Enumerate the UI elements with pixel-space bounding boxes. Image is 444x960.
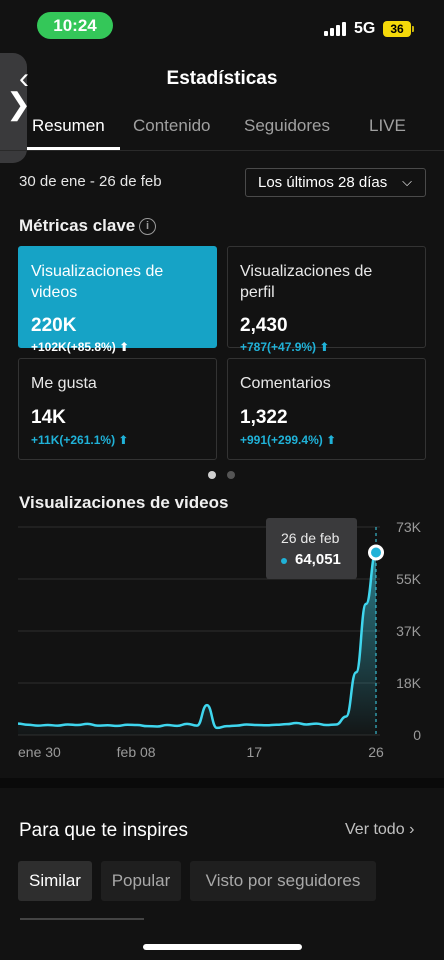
side-expand-tab[interactable]: ❯ (0, 53, 31, 163)
metric-value: 2,430 (240, 315, 288, 336)
metric-value: 1,322 (240, 407, 288, 428)
analytics-tabs: Resumen Contenido Seguidores LIVE (0, 114, 444, 150)
metric-change: +787(+47.9%) ⬆ (240, 340, 330, 354)
metric-label: Visualizaciones de videos (31, 263, 164, 301)
network-label: 5G (354, 20, 376, 37)
status-time: 10:24 (37, 12, 113, 39)
period-dropdown[interactable]: Los últimos 28 días ⌵ (245, 168, 426, 197)
chip-similar[interactable]: Similar (18, 861, 92, 901)
tooltip-date: 26 de feb (281, 530, 340, 546)
metric-change: +991(+299.4%) ⬆ (240, 433, 337, 447)
status-bar: 10:24 5G 36 (0, 0, 444, 50)
active-tab-indicator (27, 147, 120, 150)
tooltip-value: 64,051 (295, 551, 341, 568)
y-tick-label: 37K (396, 623, 422, 639)
home-indicator[interactable] (143, 944, 302, 950)
metric-change: +102K(+85.8%) ⬆ (31, 340, 130, 354)
tab-seguidores[interactable]: Seguidores (244, 116, 331, 135)
pager-dot-active (208, 471, 216, 479)
chart-tooltip: 26 de feb 64,051 (266, 518, 357, 579)
content-preview-edge (20, 918, 144, 920)
inspire-title: Para que te inspires (19, 820, 188, 841)
tabs-divider (0, 150, 444, 151)
info-icon[interactable]: i (139, 218, 156, 235)
x-tick-label: ene 30 (18, 744, 61, 760)
metric-card-profile-views[interactable]: Visualizaciones de perfil 2,430 +787(+47.… (227, 246, 426, 354)
tab-resumen[interactable]: Resumen (32, 116, 105, 135)
metric-change: +11K(+261.1%) ⬆ (31, 433, 129, 447)
metric-value: 14K (31, 407, 66, 428)
y-tick-label: 55K (396, 571, 422, 587)
metric-value: 220K (31, 315, 77, 336)
chart-title: Visualizaciones de videos (19, 493, 229, 512)
x-tick-label: feb 08 (117, 744, 156, 760)
arrow-up-icon: ⬆ (326, 433, 337, 447)
pager-dot (227, 471, 235, 479)
metric-card-video-views[interactable]: Visualizaciones de videos 220K +102K(+85.… (18, 246, 217, 354)
section-divider (0, 778, 444, 788)
arrow-up-icon: ⬆ (119, 340, 130, 354)
x-tick-label: 26 (368, 744, 384, 760)
chip-visto-por-seguidores[interactable]: Visto por seguidores (190, 861, 376, 901)
metric-label: Comentarios (240, 375, 331, 392)
x-tick-label: 17 (246, 744, 262, 760)
signal-icon (324, 22, 348, 36)
see-all-link[interactable]: Ver todo › (345, 821, 415, 838)
tooltip-dot (281, 558, 287, 564)
chip-popular[interactable]: Popular (101, 861, 181, 901)
y-tick-label: 73K (396, 519, 422, 535)
chevron-right-icon: ❯ (6, 88, 32, 121)
battery-icon: 36 (383, 21, 411, 37)
highlight-point (371, 547, 381, 558)
arrow-up-icon: ⬆ (319, 340, 330, 354)
battery-tip (412, 26, 414, 32)
period-value: Los últimos 28 días (258, 174, 388, 191)
video-views-chart: 73K 55K 37K 18K 0 ene 30 feb 08 17 26 (17, 519, 422, 760)
metric-card-likes[interactable]: Me gusta 14K +11K(+261.1%) ⬆ (18, 358, 217, 460)
chevron-right-icon: › (409, 821, 415, 838)
series-line (17, 551, 378, 730)
metrics-title: Métricas clave (19, 216, 136, 235)
arrow-up-icon: ⬆ (118, 433, 129, 447)
page-title: Estadísticas (166, 68, 278, 89)
metric-card-comments[interactable]: Comentarios 1,322 +991(+299.4%) ⬆ (227, 358, 426, 460)
tab-live[interactable]: LIVE (369, 116, 406, 135)
metric-label: Visualizaciones de perfil (240, 263, 373, 301)
date-range: 30 de ene - 26 de feb (19, 173, 162, 190)
series-area (18, 552, 376, 735)
tab-contenido[interactable]: Contenido (133, 116, 211, 135)
chevron-left-icon[interactable]: ‹ (19, 62, 29, 95)
y-tick-label: 0 (413, 727, 421, 743)
y-tick-label: 18K (396, 675, 422, 691)
chevron-down-icon: ⌵ (402, 174, 412, 189)
metric-label: Me gusta (31, 375, 97, 392)
